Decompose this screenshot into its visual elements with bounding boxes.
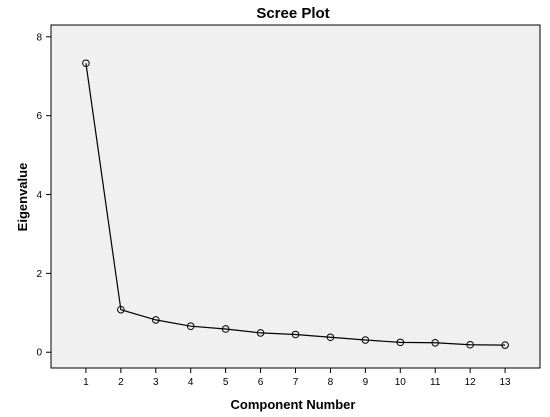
x-tick-label: 12 xyxy=(465,377,477,388)
data-point xyxy=(396,338,405,347)
x-tick-label: 1 xyxy=(83,377,89,388)
y-tick-label: 8 xyxy=(36,32,42,43)
x-tick-label: 5 xyxy=(223,377,229,388)
data-point xyxy=(431,338,440,347)
data-point xyxy=(82,59,90,68)
x-tick-label: 3 xyxy=(153,377,159,388)
data-point xyxy=(466,340,474,349)
x-tick-label: 6 xyxy=(258,377,264,388)
x-tick-label: 9 xyxy=(363,377,369,388)
x-axis-ticks: 1 2 3 4 5 6 7 8 9 10 11 12 13 xyxy=(83,368,511,388)
eigenvalue-series xyxy=(82,59,509,349)
data-point xyxy=(291,330,300,339)
x-tick-label: 8 xyxy=(328,377,334,388)
data-point xyxy=(186,322,195,331)
x-tick-label: 13 xyxy=(500,377,512,388)
y-tick-label: 4 xyxy=(36,190,42,201)
x-axis-label: Component Number xyxy=(231,397,356,412)
data-point xyxy=(221,325,230,333)
data-point xyxy=(151,316,160,324)
data-point xyxy=(326,333,335,342)
y-tick-label: 6 xyxy=(36,111,42,122)
plot-area xyxy=(50,24,541,369)
y-axis-label: Eigenvalue xyxy=(15,163,30,232)
data-point xyxy=(117,305,125,314)
x-tick-label: 7 xyxy=(293,377,299,388)
x-tick-label: 11 xyxy=(430,377,441,388)
y-tick-label: 0 xyxy=(36,348,42,359)
x-tick-label: 10 xyxy=(395,377,407,388)
y-tick-label: 2 xyxy=(36,269,42,280)
data-point xyxy=(361,336,370,344)
x-tick-label: 4 xyxy=(188,377,194,388)
x-tick-label: 2 xyxy=(118,377,124,388)
data-point xyxy=(256,329,265,337)
chart-title: Scree Plot xyxy=(256,5,329,22)
series-line xyxy=(85,63,506,346)
y-axis-ticks: 0 2 4 6 8 xyxy=(36,32,51,359)
data-point xyxy=(501,341,509,349)
